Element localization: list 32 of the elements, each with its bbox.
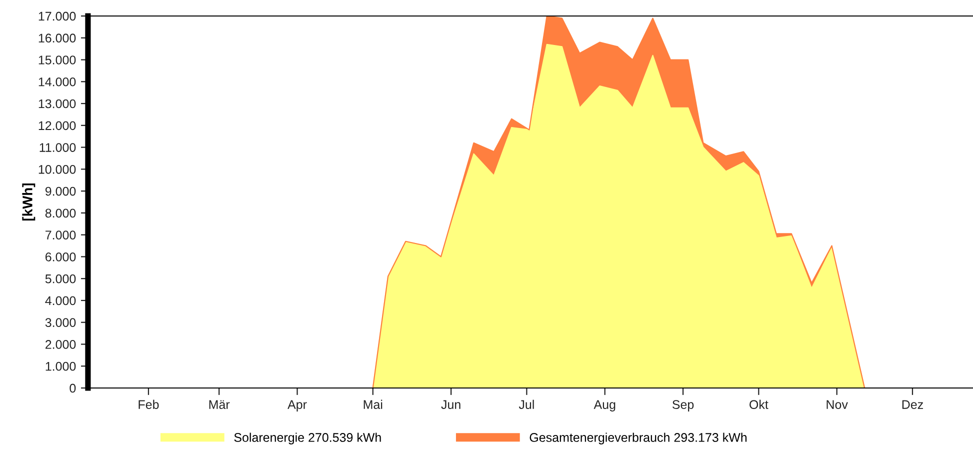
- y-tick-label: 14.000: [38, 77, 76, 86]
- y-axis-title: [kWh]: [22, 183, 36, 220]
- y-tick-label: 13.000: [38, 99, 76, 108]
- x-tick-label: Jun: [441, 400, 460, 409]
- y-tick-label: 2.000: [46, 340, 76, 349]
- y-tick-label: 8.000: [45, 208, 76, 218]
- legend-label: Gesamtenergieverbrauch 293.173 kWh: [530, 432, 747, 444]
- y-tick-label: 17.000: [38, 12, 76, 21]
- x-tick-label: Apr: [288, 400, 307, 412]
- y-tick-label: 12.000: [38, 121, 76, 130]
- y-tick-label: 7.000: [46, 230, 76, 240]
- x-tick-label: Okt: [750, 400, 768, 409]
- x-tick-label: Aug: [594, 400, 616, 412]
- y-tick-label: 0: [70, 384, 76, 393]
- y-tick-label: 9.000: [45, 186, 76, 196]
- y-tick-label: 11.000: [40, 143, 76, 152]
- x-tick-label: Feb: [138, 400, 159, 409]
- x-tick-label: Sep: [672, 400, 694, 412]
- y-tick-label: 16.000: [38, 34, 76, 43]
- x-tick-label: Mai: [364, 400, 382, 409]
- y-tick-label: 1.000: [46, 362, 76, 371]
- y-tick-label: 10.000: [38, 164, 76, 174]
- y-tick-label: 3.000: [45, 318, 76, 328]
- x-tick-label: Nov: [826, 400, 848, 409]
- x-tick-label: Mär: [209, 400, 230, 409]
- x-tick-label: Jul: [518, 400, 534, 409]
- legend-label: Solarenergie 270.539 kWh: [234, 432, 381, 444]
- y-tick-label: 4.000: [45, 296, 76, 306]
- y-tick-label: 6.000: [46, 252, 76, 262]
- y-tick-label: 5.000: [45, 274, 76, 284]
- y-tick-label: 15.000: [38, 56, 76, 64]
- x-tick-label: Dez: [902, 400, 923, 409]
